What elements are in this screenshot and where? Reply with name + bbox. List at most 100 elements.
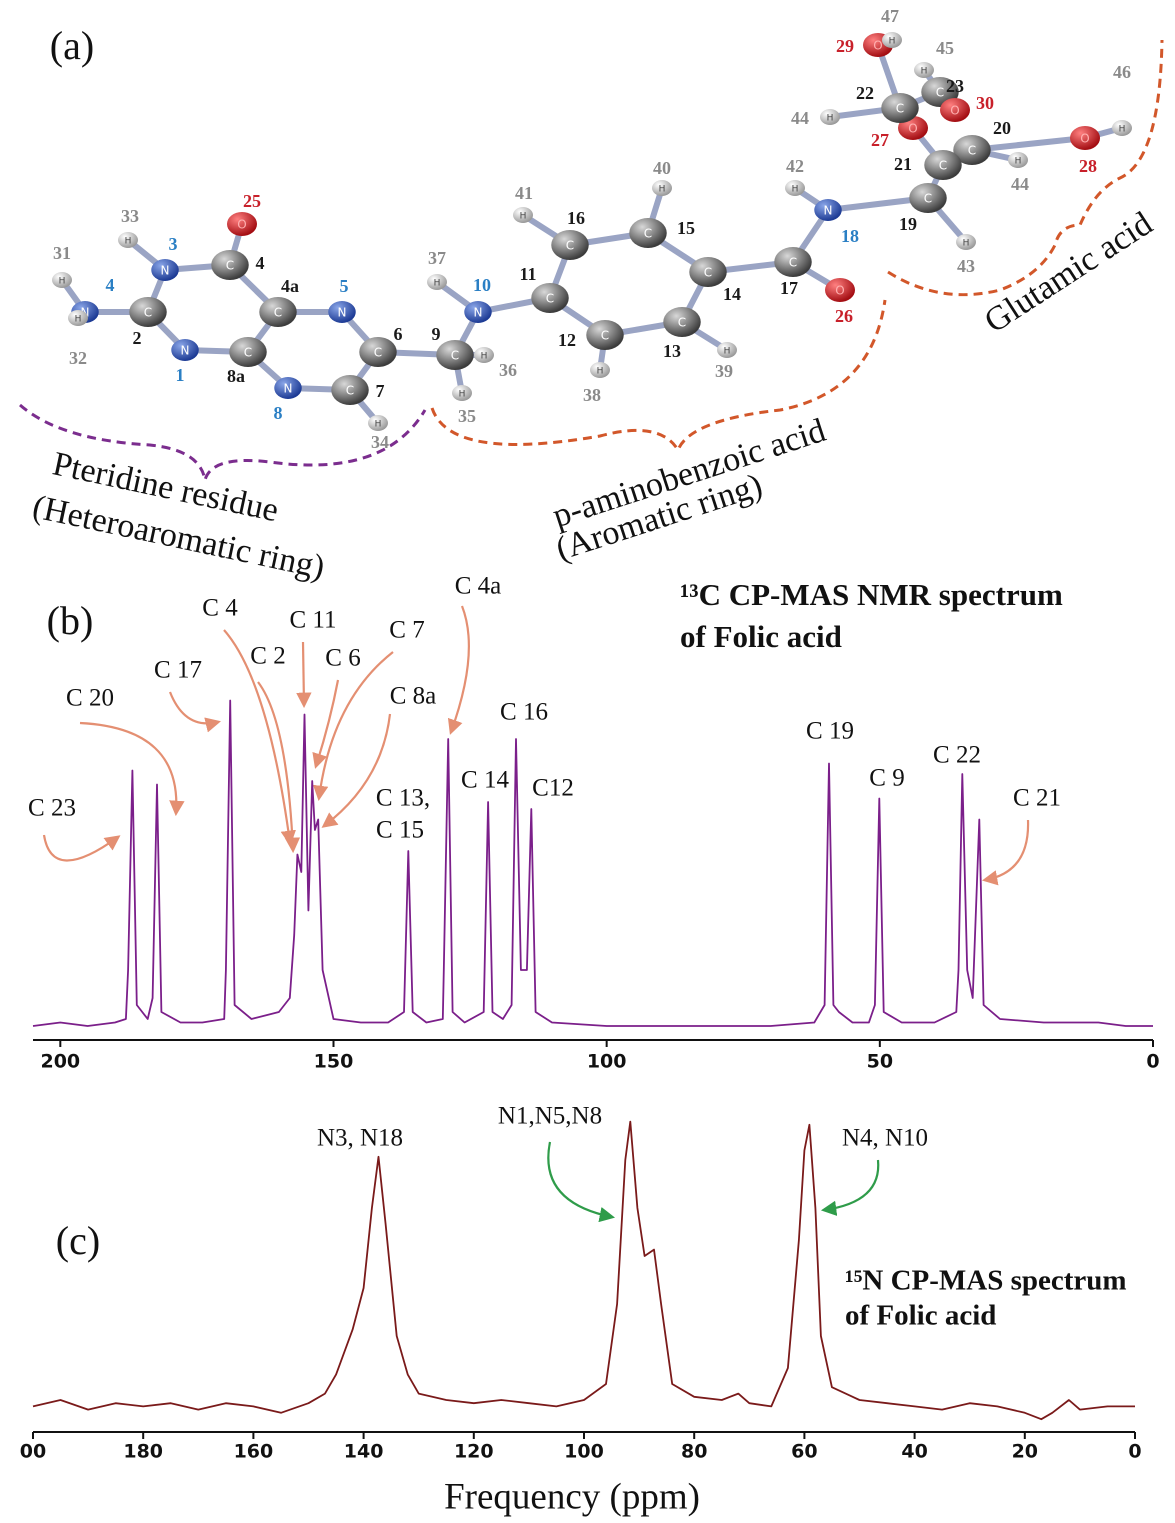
atom-number: 41	[515, 183, 533, 203]
atom-symbol: H	[375, 420, 382, 430]
atom	[1112, 120, 1132, 136]
chart-title: of Folic acid	[845, 1300, 996, 1332]
atom-number: 30	[976, 93, 994, 113]
atom	[328, 301, 356, 323]
peak-label: C 4	[202, 595, 238, 622]
atom-symbol: C	[601, 329, 609, 343]
atom-symbol: C	[226, 259, 234, 273]
atom	[590, 362, 610, 378]
atom-number: 4	[256, 253, 265, 273]
peak-label: N1,N5,N8	[498, 1103, 602, 1130]
atom-symbol: H	[125, 237, 132, 247]
atom-symbol: C	[789, 256, 797, 270]
atom-number: 22	[856, 83, 874, 103]
atom-number: 46	[1113, 62, 1131, 82]
atom-symbol: H	[481, 352, 488, 362]
peak-label: C 15	[376, 817, 424, 844]
atom	[259, 297, 297, 327]
atom-number: 4a	[281, 276, 299, 296]
atom-number: 42	[786, 156, 804, 176]
atom-number: 40	[653, 158, 671, 178]
x-tick-label: 0	[1128, 1441, 1141, 1463]
atom-number: 4	[106, 275, 115, 295]
atom-symbol: H	[597, 367, 604, 377]
atom-number: 31	[53, 243, 71, 263]
peak-label: N3, N18	[317, 1125, 403, 1152]
atom-number: 36	[499, 360, 517, 380]
spectrum-line	[32, 1120, 1135, 1421]
atom	[652, 180, 672, 196]
atom-symbol: C	[346, 384, 354, 398]
atom	[940, 98, 970, 122]
peak-label: C 13,	[376, 785, 430, 812]
atom-number: 29	[836, 36, 854, 56]
atom-number: 3	[169, 234, 178, 254]
atom	[717, 342, 737, 358]
peak-label: C 6	[325, 645, 360, 672]
x-tick-label: 20	[1012, 1441, 1038, 1463]
atom-number: 16	[567, 208, 585, 228]
atom	[882, 32, 902, 48]
x-axis-label: Frequency (ppm)	[444, 1476, 700, 1517]
atom-number: 2	[133, 328, 142, 348]
peak-label: C 8a	[390, 683, 437, 710]
peak-label: C 20	[66, 685, 114, 712]
atom	[1070, 126, 1100, 150]
atom	[774, 247, 812, 277]
atom	[368, 415, 388, 431]
atom-symbol: H	[921, 67, 928, 77]
group-label: Glutamic acid	[978, 205, 1159, 340]
atom-symbol: H	[520, 212, 527, 222]
atom	[359, 337, 397, 367]
atom-symbol: C	[244, 346, 252, 360]
atom	[227, 212, 257, 236]
atom-symbol: N	[284, 382, 293, 396]
peak-label: C 21	[1013, 785, 1061, 812]
atom	[820, 109, 840, 125]
atom-symbol: H	[59, 277, 66, 287]
atom-number: 39	[715, 361, 733, 381]
peak-label: C 14	[461, 767, 509, 794]
atom-symbol: O	[950, 104, 959, 118]
atom-symbol: O	[908, 122, 917, 136]
atom	[151, 259, 179, 281]
atom-number: 18	[841, 226, 859, 246]
peak-label: C 16	[500, 699, 548, 726]
atom	[924, 150, 962, 180]
atom-symbol: H	[1119, 125, 1126, 135]
atom	[663, 307, 701, 337]
x-tick-label: 00	[20, 1441, 46, 1463]
atom	[331, 375, 369, 405]
peak-label: C 17	[154, 657, 202, 684]
peak-label: C 19	[806, 718, 854, 745]
peak-label: C 22	[933, 742, 981, 769]
atom-symbol: H	[459, 390, 466, 400]
atom-symbol: C	[936, 86, 944, 100]
atom-symbol: N	[338, 306, 347, 320]
atom-symbol: N	[474, 306, 483, 320]
x-tick-label: 180	[123, 1441, 163, 1463]
atom	[68, 310, 88, 326]
atom	[474, 347, 494, 363]
peak-label: C 9	[869, 765, 904, 792]
x-tick-label: 150	[314, 1051, 354, 1073]
atom	[464, 301, 492, 323]
atom	[171, 339, 199, 361]
atom-number: 13	[663, 341, 681, 361]
atom-symbol: C	[274, 306, 282, 320]
atom	[629, 218, 667, 248]
atom-number: 12	[558, 330, 576, 350]
atom-symbol: H	[792, 185, 799, 195]
atom-number: 47	[881, 6, 899, 26]
atom-symbol: H	[889, 37, 896, 47]
atom-number: 9	[432, 324, 441, 344]
atom	[909, 183, 947, 213]
chart-title: ¹³C CP-MAS NMR spectrum	[680, 577, 1063, 612]
atom	[785, 180, 805, 196]
atom-number: 8a	[227, 366, 245, 386]
atom-symbol: N	[824, 204, 833, 218]
atom-number: 43	[957, 256, 975, 276]
panel-label: (b)	[47, 598, 94, 643]
atom-symbol: H	[75, 315, 82, 325]
x-tick-label: 120	[454, 1441, 494, 1463]
